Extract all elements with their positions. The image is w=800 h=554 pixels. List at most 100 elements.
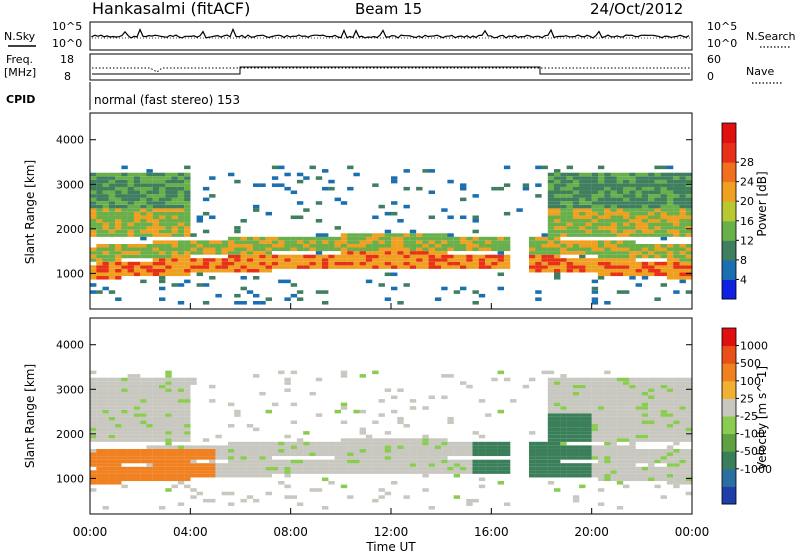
heatmap-cell [271, 176, 279, 180]
heatmap-cell [623, 186, 630, 191]
heatmap-cell [159, 244, 166, 248]
heatmap-cell [159, 240, 166, 244]
heatmap-cell [685, 176, 693, 180]
heatmap-cell [334, 470, 341, 474]
heatmap-cell [265, 445, 272, 449]
heatmap-cell [503, 258, 511, 262]
heatmap-cell [535, 449, 542, 453]
heatmap-cell [296, 201, 304, 205]
heatmap-cell [610, 399, 617, 403]
heatmap-cell [460, 441, 467, 446]
heatmap-cell [685, 290, 693, 294]
heatmap-cell [372, 449, 379, 453]
heatmap-cell [202, 197, 210, 202]
heatmap-cell [152, 416, 160, 421]
heatmap-cell [648, 409, 655, 414]
heatmap-cell [585, 183, 592, 187]
heatmap-cell [648, 416, 655, 421]
heatmap-cell [610, 272, 617, 277]
heatmap-cell [547, 445, 555, 449]
heatmap-cell [641, 272, 649, 277]
heatmap-cell [422, 258, 429, 262]
heatmap-cell [673, 438, 680, 442]
heatmap-cell [152, 445, 160, 449]
heatmap-cell [271, 466, 279, 471]
heatmap-cell [159, 424, 166, 428]
heatmap-cell [535, 247, 542, 252]
heatmap-cell [560, 388, 567, 392]
heatmap-cell [108, 186, 116, 191]
heatmap-cell [554, 420, 561, 425]
heatmap-cell [572, 258, 580, 262]
heatmap-cell [585, 251, 592, 255]
heatmap-cell [259, 265, 266, 269]
heatmap-cell [673, 222, 680, 227]
heatmap-cell [159, 466, 166, 471]
heatmap-cell [660, 215, 667, 220]
heatmap-cell [666, 265, 674, 269]
heatmap-cell [234, 229, 241, 234]
heatmap-cell [673, 477, 680, 482]
heatmap-cell [378, 204, 385, 209]
heatmap-cell [654, 222, 661, 227]
heatmap-cell [673, 420, 680, 425]
heatmap-cell [685, 470, 693, 474]
heatmap-cell [184, 416, 191, 421]
heatmap-cell [635, 222, 642, 227]
heatmap-cell [403, 441, 410, 446]
heatmap-cell [171, 473, 178, 478]
heatmap-cell [610, 261, 617, 266]
heatmap-cell [641, 172, 649, 177]
heatmap-cell [616, 244, 624, 248]
heatmap-cell [447, 236, 454, 241]
heatmap-cell [610, 215, 617, 220]
heatmap-cell [303, 244, 310, 248]
heatmap-cell [190, 449, 197, 453]
heatmap-cell [491, 470, 498, 474]
y-tick-label: 1000 [56, 472, 84, 485]
heatmap-cell [585, 466, 592, 471]
heatmap-cell [660, 251, 667, 255]
heatmap-cell [623, 477, 630, 482]
heatmap-cell [334, 452, 341, 457]
heatmap-cell [641, 424, 649, 428]
heatmap-cell [365, 236, 373, 241]
heatmap-cell [372, 265, 379, 269]
heatmap-cell [265, 466, 272, 471]
heatmap-cell [90, 247, 97, 252]
heatmap-cell [290, 459, 298, 464]
heatmap-cell [591, 204, 599, 209]
heatmap-cell [529, 236, 536, 241]
heatmap-cell [623, 222, 630, 227]
heatmap-cell [666, 473, 674, 478]
heatmap-cell [397, 452, 404, 457]
heatmap-cell [121, 431, 128, 435]
heatmap-cell [529, 254, 536, 259]
heatmap-cell [554, 194, 561, 198]
heatmap-cell [585, 438, 592, 442]
colorbar-tick-label: -100 [740, 428, 765, 441]
heatmap-cell [146, 197, 153, 202]
heatmap-cell [434, 247, 442, 252]
heatmap-cell [660, 172, 667, 177]
heatmap-cell [171, 399, 178, 403]
heatmap-cell [159, 265, 166, 269]
heatmap-cell [572, 208, 580, 212]
heatmap-cell [409, 244, 417, 248]
heatmap-cell [685, 229, 693, 234]
heatmap-cell [184, 463, 191, 467]
heatmap-cell [265, 265, 272, 269]
y-tick-label: 4000 [56, 339, 84, 352]
heatmap-cell [90, 370, 97, 375]
heatmap-cell [152, 477, 160, 482]
heatmap-cell [322, 236, 329, 241]
heatmap-cell [284, 240, 291, 244]
heatmap-cell [666, 201, 674, 205]
heatmap-cell [623, 416, 630, 421]
heatmap-cell [422, 438, 429, 442]
heatmap-cell [271, 265, 279, 269]
heatmap-cell [579, 265, 586, 269]
heatmap-cell [259, 254, 266, 259]
heatmap-cell [259, 240, 266, 244]
heatmap-cell [115, 204, 122, 209]
